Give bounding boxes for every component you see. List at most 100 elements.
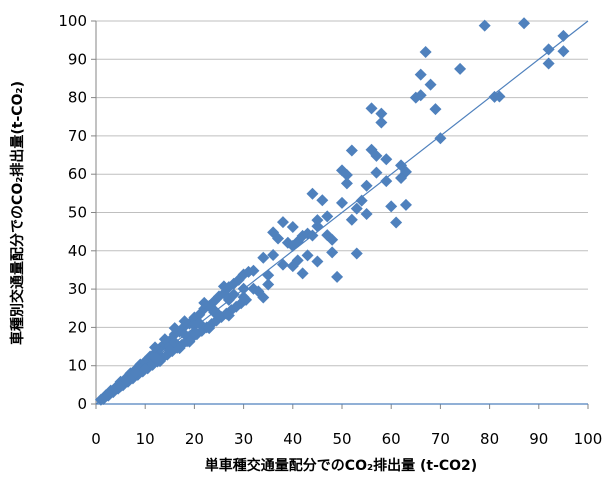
data-point <box>370 166 383 179</box>
data-point <box>399 198 412 211</box>
data-point <box>518 17 531 30</box>
data-point <box>183 335 196 348</box>
y-tick-label: 0 <box>77 395 87 413</box>
data-point <box>542 43 555 56</box>
x-tick-label: 100 <box>574 430 603 448</box>
x-tick-label: 30 <box>234 430 253 448</box>
data-point <box>316 194 329 207</box>
data-point <box>272 232 285 245</box>
data-point <box>385 200 398 213</box>
y-tick-label: 10 <box>68 357 87 375</box>
data-point <box>286 260 299 273</box>
axes-layer <box>91 20 589 409</box>
y-tick-label: 20 <box>68 318 87 336</box>
data-point <box>311 214 324 227</box>
data-point <box>222 309 235 322</box>
data-point <box>311 255 324 268</box>
data-point <box>227 288 240 301</box>
data-point <box>217 280 230 293</box>
data-point <box>168 322 181 335</box>
x-axis-title: 単車種交通量配分でのCO₂排出量 (t-CO2) <box>205 457 477 474</box>
data-point <box>153 355 166 368</box>
data-point <box>414 89 427 102</box>
data-point <box>360 208 373 221</box>
data-point <box>247 264 260 277</box>
data-point <box>306 229 319 242</box>
data-point <box>178 328 191 341</box>
data-point <box>340 168 353 181</box>
data-point <box>493 90 506 103</box>
data-point <box>370 149 383 162</box>
x-tick-label: 90 <box>529 430 548 448</box>
data-point <box>267 249 280 262</box>
data-point <box>296 267 309 280</box>
data-point <box>414 68 427 81</box>
data-point <box>237 282 250 295</box>
data-point <box>321 210 334 223</box>
data-points-layer <box>94 17 570 406</box>
data-point <box>301 249 314 262</box>
data-point <box>365 102 378 115</box>
y-tick-label: 50 <box>68 204 87 222</box>
y-tick-label: 100 <box>58 12 87 30</box>
data-point <box>276 216 289 229</box>
y-tick-label: 70 <box>68 127 87 145</box>
x-tick-label: 60 <box>382 430 401 448</box>
data-point <box>429 103 442 116</box>
data-point <box>129 366 142 379</box>
x-tick-label: 0 <box>91 430 101 448</box>
data-point <box>276 258 289 271</box>
data-point <box>557 29 570 42</box>
data-point <box>262 269 275 282</box>
data-point <box>198 296 211 309</box>
y-tick-label: 30 <box>68 280 87 298</box>
data-point <box>557 45 570 58</box>
x-tick-label: 50 <box>332 430 351 448</box>
data-point <box>350 202 363 215</box>
x-tick-label: 40 <box>283 430 302 448</box>
data-point <box>434 132 447 145</box>
data-point <box>262 278 275 291</box>
data-point <box>326 233 339 246</box>
data-point <box>390 216 403 229</box>
data-point <box>355 194 368 207</box>
y-axis-title: 車種別交通量配分でのCO₂排出量(t-CO₂) <box>9 81 26 345</box>
data-point <box>345 144 358 157</box>
x-tick-label: 10 <box>136 430 155 448</box>
data-point <box>380 175 393 188</box>
grid-layer <box>96 20 588 367</box>
data-point <box>345 213 358 226</box>
data-point <box>395 172 408 185</box>
data-point <box>306 187 319 200</box>
data-point <box>114 380 127 393</box>
data-point <box>257 251 270 264</box>
data-point <box>424 78 437 91</box>
data-point <box>375 116 388 129</box>
y-tick-label: 60 <box>68 165 87 183</box>
data-point <box>149 341 162 354</box>
x-tick-label: 70 <box>431 430 450 448</box>
data-point <box>336 196 348 209</box>
data-point <box>213 309 225 322</box>
data-point <box>350 247 363 260</box>
data-point <box>257 291 270 304</box>
data-point <box>331 270 344 283</box>
data-point <box>173 342 186 355</box>
data-point <box>158 333 171 346</box>
data-point <box>286 221 299 234</box>
data-point <box>203 322 216 335</box>
data-point <box>188 326 201 339</box>
data-point <box>139 362 152 375</box>
x-tick-label: 20 <box>185 430 204 448</box>
data-point <box>163 343 176 356</box>
data-point <box>237 291 250 304</box>
data-point <box>542 57 555 70</box>
data-point <box>178 315 191 328</box>
data-point <box>375 107 388 120</box>
tick-labels-layer: 0 10 20 30 40 50 60 70 80 90 100 0 10 20 30 40 50 60 70 80 9… <box>58 12 602 448</box>
y-tick-label: 90 <box>68 50 87 68</box>
data-point <box>188 319 201 332</box>
data-point <box>454 62 467 75</box>
data-point <box>326 246 339 259</box>
